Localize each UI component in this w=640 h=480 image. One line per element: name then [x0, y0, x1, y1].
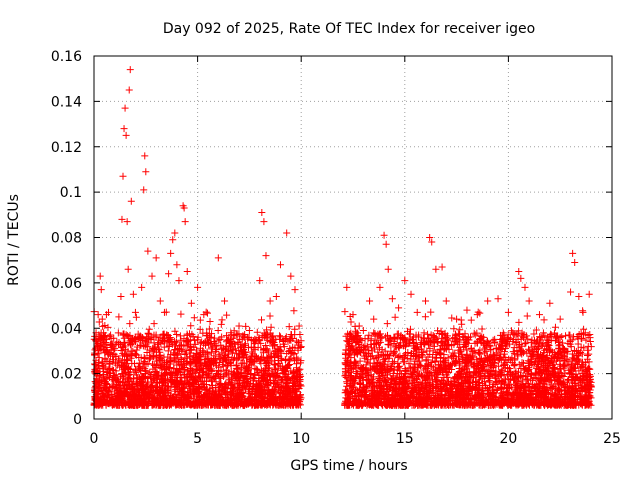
data-point	[205, 325, 213, 333]
data-point	[132, 313, 140, 321]
data-point	[157, 371, 165, 379]
data-point	[587, 343, 595, 351]
data-point	[246, 358, 254, 366]
data-point	[104, 386, 112, 394]
data-points	[90, 66, 595, 409]
data-point	[421, 313, 429, 321]
chart-title: Day 092 of 2025, Rate Of TEC Index for r…	[163, 21, 535, 37]
data-point	[297, 337, 305, 345]
data-point	[456, 326, 464, 334]
data-point	[104, 323, 112, 331]
data-point	[565, 331, 573, 339]
data-point	[96, 382, 104, 390]
data-point	[173, 331, 181, 339]
data-point	[277, 377, 285, 385]
data-point	[187, 322, 195, 330]
data-point	[153, 384, 161, 392]
data-point	[132, 351, 140, 359]
data-point	[478, 325, 486, 333]
data-point	[133, 343, 141, 351]
data-point	[458, 320, 466, 328]
grid-lines	[94, 56, 612, 419]
data-point	[266, 312, 274, 320]
data-point	[450, 325, 458, 333]
data-point	[258, 316, 266, 324]
data-point	[290, 354, 298, 362]
data-point	[515, 318, 523, 326]
data-point	[223, 311, 231, 319]
data-point	[217, 320, 225, 328]
data-point	[177, 310, 185, 318]
data-point	[186, 353, 194, 361]
data-point	[347, 318, 355, 326]
data-point	[405, 360, 413, 368]
data-point	[240, 332, 248, 340]
data-point	[265, 348, 273, 356]
data-point	[185, 389, 193, 397]
data-point	[263, 346, 271, 354]
data-point	[214, 327, 222, 335]
data-point	[171, 327, 179, 335]
data-point	[216, 354, 224, 362]
data-point	[112, 353, 120, 361]
data-point	[523, 312, 531, 320]
data-point	[221, 371, 229, 379]
data-point	[170, 349, 178, 357]
data-point	[173, 351, 181, 359]
data-point	[585, 350, 593, 358]
data-point	[296, 331, 304, 339]
data-point	[131, 360, 139, 368]
data-point	[253, 365, 261, 373]
data-point	[196, 325, 204, 333]
data-point	[228, 346, 236, 354]
data-point	[239, 359, 247, 367]
data-point	[294, 355, 302, 363]
data-point	[242, 322, 250, 330]
data-point	[121, 346, 129, 354]
data-point	[190, 314, 198, 322]
data-point	[124, 333, 132, 341]
data-point	[218, 316, 226, 324]
data-point	[109, 382, 117, 390]
data-point	[203, 309, 211, 317]
data-point	[120, 374, 128, 382]
data-point	[190, 336, 198, 344]
data-point	[250, 357, 258, 365]
data-point	[215, 379, 223, 387]
data-point	[290, 307, 298, 315]
data-point	[126, 320, 134, 328]
data-point	[150, 320, 158, 328]
data-point	[202, 331, 210, 339]
data-point	[189, 332, 197, 340]
data-point	[200, 339, 208, 347]
data-point	[424, 330, 432, 338]
data-point	[118, 370, 126, 378]
data-point	[165, 364, 173, 372]
data-point	[282, 356, 290, 364]
data-point	[238, 363, 246, 371]
data-point	[196, 316, 204, 324]
data-point	[275, 360, 283, 368]
data-point	[448, 314, 456, 322]
data-point	[124, 377, 132, 385]
data-point	[135, 359, 143, 367]
data-point	[253, 328, 261, 336]
data-point	[297, 357, 305, 365]
